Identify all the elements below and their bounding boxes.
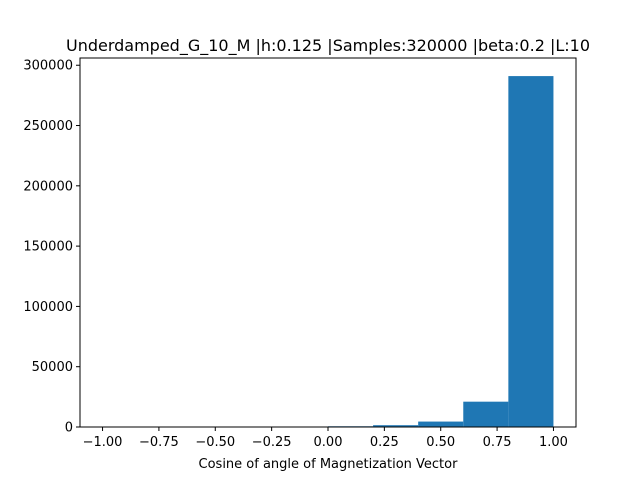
y-tick-label: 250000 bbox=[23, 119, 73, 134]
histogram-bar bbox=[418, 421, 464, 427]
y-tick-label: 100000 bbox=[23, 300, 73, 315]
x-tick-label: −0.50 bbox=[195, 435, 235, 450]
x-tick-label: 0.50 bbox=[426, 435, 455, 450]
y-tick-label: 150000 bbox=[23, 240, 73, 255]
bars-group bbox=[102, 76, 554, 427]
x-tick-label: 0.00 bbox=[314, 435, 343, 450]
x-axis-label: Cosine of angle of Magnetization Vector bbox=[199, 457, 459, 472]
x-tick-label: 0.25 bbox=[370, 435, 399, 450]
histogram-bar bbox=[463, 401, 509, 427]
y-tick-label: 0 bbox=[65, 421, 73, 436]
chart-title: Underdamped_G_10_M |h:0.125 |Samples:320… bbox=[66, 36, 590, 56]
y-axis-ticks: 0 50000 100000 150000 200000 250000 300000 bbox=[23, 59, 80, 436]
x-tick-label: 1.00 bbox=[539, 435, 568, 450]
histogram-bar bbox=[508, 76, 554, 427]
x-tick-label: −1.00 bbox=[83, 435, 123, 450]
y-tick-label: 300000 bbox=[23, 59, 73, 74]
y-tick-label: 50000 bbox=[32, 360, 73, 375]
x-tick-label: −0.75 bbox=[139, 435, 179, 450]
y-tick-label: 200000 bbox=[23, 179, 73, 194]
axes-frame bbox=[79, 57, 577, 428]
x-tick-label: −0.25 bbox=[252, 435, 292, 450]
x-axis-ticks: −1.00 −0.75 −0.50 −0.25 0.00 0.25 0.50 0.75 1.00 bbox=[83, 427, 568, 450]
x-tick-label: 0.75 bbox=[483, 435, 512, 450]
histogram-bar bbox=[373, 425, 419, 427]
